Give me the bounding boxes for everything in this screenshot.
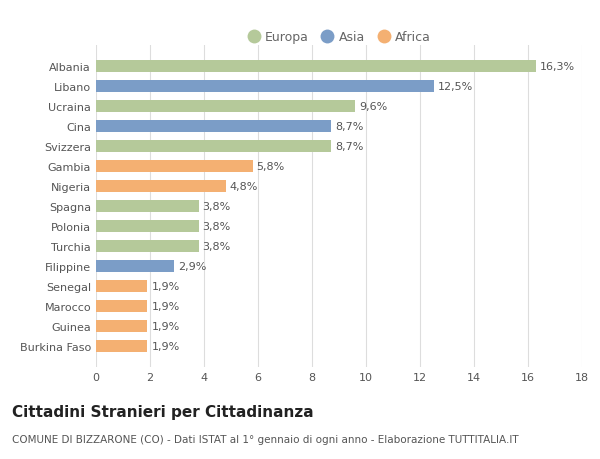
Text: 4,8%: 4,8% (230, 182, 258, 191)
Bar (96, 241, 199, 252)
Text: 3,8%: 3,8% (203, 222, 231, 231)
Bar (96, 201, 199, 213)
Text: 9,6%: 9,6% (359, 101, 388, 112)
Text: COMUNE DI BIZZARONE (CO) - Dati ISTAT al 1° gennaio di ogni anno - Elaborazione : COMUNE DI BIZZARONE (CO) - Dati ISTAT al… (12, 434, 518, 444)
Text: 1,9%: 1,9% (151, 341, 179, 352)
Text: 12,5%: 12,5% (437, 82, 473, 91)
Bar (96, 161, 253, 173)
Bar (96, 341, 148, 353)
Bar (96, 101, 355, 112)
Bar (96, 280, 148, 292)
Bar (96, 180, 226, 192)
Text: 5,8%: 5,8% (257, 162, 285, 172)
Bar (96, 320, 148, 333)
Text: 1,9%: 1,9% (151, 322, 179, 331)
Text: 16,3%: 16,3% (540, 62, 575, 72)
Text: 3,8%: 3,8% (203, 202, 231, 212)
Text: 2,9%: 2,9% (178, 262, 207, 272)
Text: 1,9%: 1,9% (151, 302, 179, 312)
Bar (96, 261, 175, 273)
Bar (96, 301, 148, 313)
Text: 8,7%: 8,7% (335, 122, 364, 132)
Bar (96, 61, 536, 73)
Text: Cittadini Stranieri per Cittadinanza: Cittadini Stranieri per Cittadinanza (12, 404, 314, 419)
Bar (96, 121, 331, 133)
Text: 8,7%: 8,7% (335, 141, 364, 151)
Bar (96, 80, 433, 93)
Text: 3,8%: 3,8% (203, 241, 231, 252)
Legend: Europa, Asia, Africa: Europa, Asia, Africa (242, 27, 436, 50)
Text: 1,9%: 1,9% (151, 281, 179, 291)
Bar (96, 221, 199, 233)
Bar (96, 140, 331, 152)
